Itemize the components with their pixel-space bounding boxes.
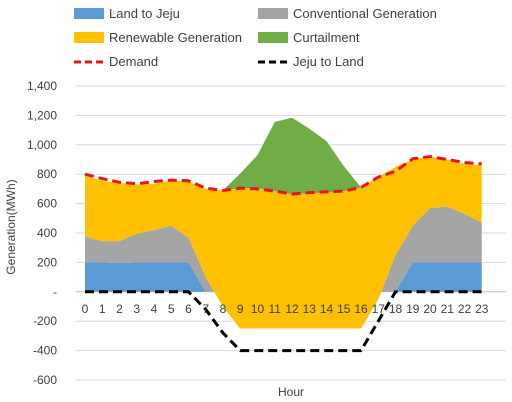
y-tick-label: -400	[33, 344, 57, 358]
y-tick-label: 400	[37, 226, 57, 240]
line-demand	[84, 155, 482, 196]
x-tick-label: 19	[406, 302, 420, 316]
area-land-to-jeju	[85, 262, 482, 292]
y-tick-label: 600	[37, 197, 57, 211]
legend-label: Jeju to Land	[293, 54, 364, 69]
x-tick-label: 12	[285, 302, 299, 316]
x-tick-label: 7	[202, 302, 209, 316]
legend-label: Conventional Generation	[293, 6, 437, 21]
legend-swatch	[258, 32, 288, 43]
legend-label: Renewable Generation	[109, 30, 242, 45]
x-tick-label: 17	[372, 302, 386, 316]
legend-swatch	[258, 8, 288, 19]
area-renewable-generation	[85, 156, 482, 329]
x-axis: 0 1 2 3 4 5 6 7 8 9 10 11 12 13 14 15 16 17 18 19 20 21 22 23	[82, 302, 489, 316]
y-tick-label: 1,000	[27, 138, 57, 152]
legend-item-conventional-generation: Conventional Generation	[258, 6, 437, 21]
y-tick-label: 800	[37, 167, 57, 181]
x-tick-label: 20	[423, 302, 437, 316]
legend-item-jeju-to-land: Jeju to Land	[258, 54, 364, 69]
x-tick-label: 3	[133, 302, 140, 316]
chart-legend: Land to Jeju Conventional Generation Renew…	[74, 6, 437, 69]
x-tick-label: 10	[251, 302, 265, 316]
y-tick-label: 1,400	[27, 79, 57, 93]
legend-swatch	[74, 8, 104, 19]
x-tick-label: 15	[337, 302, 351, 316]
chart-lines	[84, 155, 482, 353]
x-tick-label: 18	[389, 302, 403, 316]
x-tick-label: 4	[151, 302, 158, 316]
legend-item-land-to-jeju: Land to Jeju	[74, 6, 180, 21]
y-tick-label: 200	[37, 255, 57, 269]
x-tick-label: 11	[269, 302, 282, 316]
legend-label: Curtailment	[293, 30, 360, 45]
y-axis-title: Generation(MWh)	[4, 179, 18, 274]
y-tick-label: 1,200	[27, 108, 57, 122]
x-tick-label: 0	[82, 302, 89, 316]
x-tick-label: 6	[185, 302, 192, 316]
x-axis-title: Hour	[278, 385, 304, 399]
x-tick-label: 23	[475, 302, 489, 316]
legend-item-demand: Demand	[74, 54, 158, 69]
chart-areas	[85, 117, 482, 329]
line-jeju-to-land	[85, 290, 482, 353]
x-tick-label: 2	[116, 302, 123, 316]
x-tick-label: 22	[458, 302, 472, 316]
legend-label: Demand	[109, 54, 158, 69]
legend-item-renewable-generation: Renewable Generation	[74, 30, 242, 45]
y-tick-label: -600	[33, 373, 57, 387]
legend-label: Land to Jeju	[109, 6, 180, 21]
legend-item-curtailment: Curtailment	[258, 30, 360, 45]
area-curtailment	[85, 117, 482, 195]
area-conventional-generation	[85, 206, 482, 329]
x-tick-label: 21	[441, 302, 455, 316]
legend-swatch	[74, 32, 104, 43]
x-tick-label: 9	[237, 302, 244, 316]
x-tick-label: 1	[99, 302, 106, 316]
x-tick-label: 16	[354, 302, 368, 316]
x-tick-label: 5	[168, 302, 175, 316]
y-tick-label: -	[53, 285, 57, 299]
y-tick-label: -200	[33, 314, 57, 328]
x-tick-label: 13	[303, 302, 317, 316]
x-tick-label: 8	[220, 302, 227, 316]
x-tick-label: 14	[320, 302, 334, 316]
